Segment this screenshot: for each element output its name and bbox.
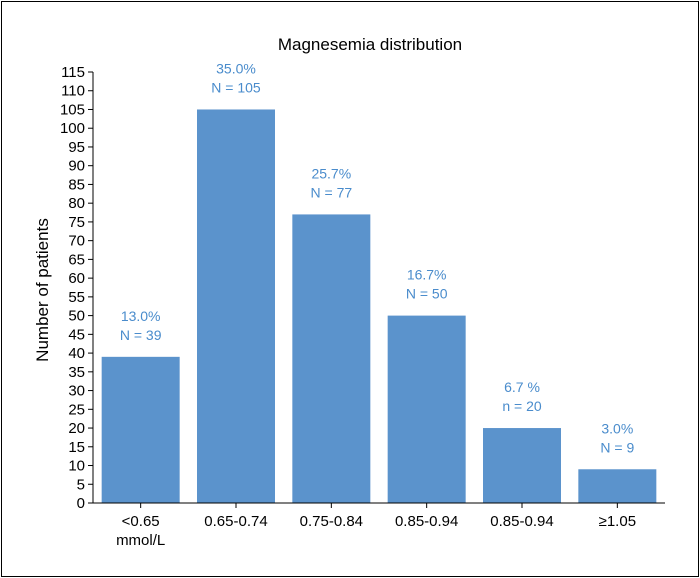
y-tick-label: 30	[68, 383, 85, 400]
y-tick-label: 75	[68, 214, 85, 231]
data-label: 35.0%	[216, 60, 256, 76]
x-tick-label: 0.85-0.94	[490, 513, 553, 530]
data-label: 3.0%	[601, 420, 633, 436]
bar	[197, 109, 275, 503]
data-label: 25.7%	[311, 165, 351, 181]
y-tick-label: 35	[68, 364, 85, 381]
bar	[387, 315, 466, 503]
x-tick-label: mmol/L	[116, 532, 165, 549]
y-axis-label: Number of patients	[33, 218, 52, 362]
bar	[101, 356, 180, 503]
y-tick-label: 20	[68, 420, 85, 437]
bars	[101, 109, 657, 503]
y-axis-ticks: 0510152025303540455055606570758085909510…	[60, 64, 93, 512]
bar	[292, 214, 371, 503]
y-tick-label: 105	[60, 101, 85, 118]
bar	[578, 469, 657, 503]
y-tick-label: 115	[61, 64, 85, 81]
data-labels: 13.0% N = 39 35.0% N = 105 25.7% N = 77 16.7% N…	[120, 60, 635, 455]
data-label: N = 9	[600, 439, 634, 455]
y-tick-label: 60	[68, 270, 85, 287]
x-tick-label: 0.65-0.74	[204, 513, 267, 530]
y-tick-label: 95	[68, 139, 85, 156]
x-axis-ticks: <0.65 mmol/L 0.65-0.74 0.75-0.84 0.85-0.94 0.…	[116, 503, 636, 549]
y-tick-label: 0	[77, 495, 85, 512]
y-tick-label: 10	[68, 458, 85, 475]
y-tick-label: 100	[60, 120, 85, 137]
x-tick-label: 0.85-0.94	[395, 513, 458, 530]
x-tick-label: 0.75-0.84	[300, 513, 363, 530]
y-tick-label: 25	[68, 401, 85, 418]
y-tick-label: 55	[68, 289, 85, 306]
x-tick-label: ≥1.05	[599, 513, 636, 530]
data-label: 13.0%	[121, 308, 161, 324]
bar	[483, 428, 561, 503]
y-tick-label: 110	[61, 83, 85, 100]
data-label: 6.7 %	[504, 379, 540, 395]
data-label: n = 20	[502, 398, 542, 414]
y-tick-label: 40	[68, 345, 85, 362]
y-tick-label: 5	[77, 476, 85, 493]
data-label: N = 39	[120, 327, 162, 343]
y-tick-label: 50	[68, 308, 85, 325]
y-tick-label: 15	[68, 439, 85, 456]
x-tick-label: <0.65	[122, 513, 160, 530]
chart-title: Magnesemia distribution	[278, 35, 462, 54]
data-label: N = 105	[211, 79, 261, 95]
y-tick-label: 45	[68, 326, 85, 343]
data-label: N = 77	[311, 184, 353, 200]
data-label: 16.7%	[407, 267, 447, 283]
y-tick-label: 70	[68, 233, 85, 250]
y-tick-label: 65	[68, 251, 85, 268]
y-tick-label: 80	[68, 195, 85, 212]
y-tick-label: 90	[68, 158, 85, 175]
y-tick-label: 85	[68, 176, 85, 193]
data-label: N = 50	[406, 286, 448, 302]
